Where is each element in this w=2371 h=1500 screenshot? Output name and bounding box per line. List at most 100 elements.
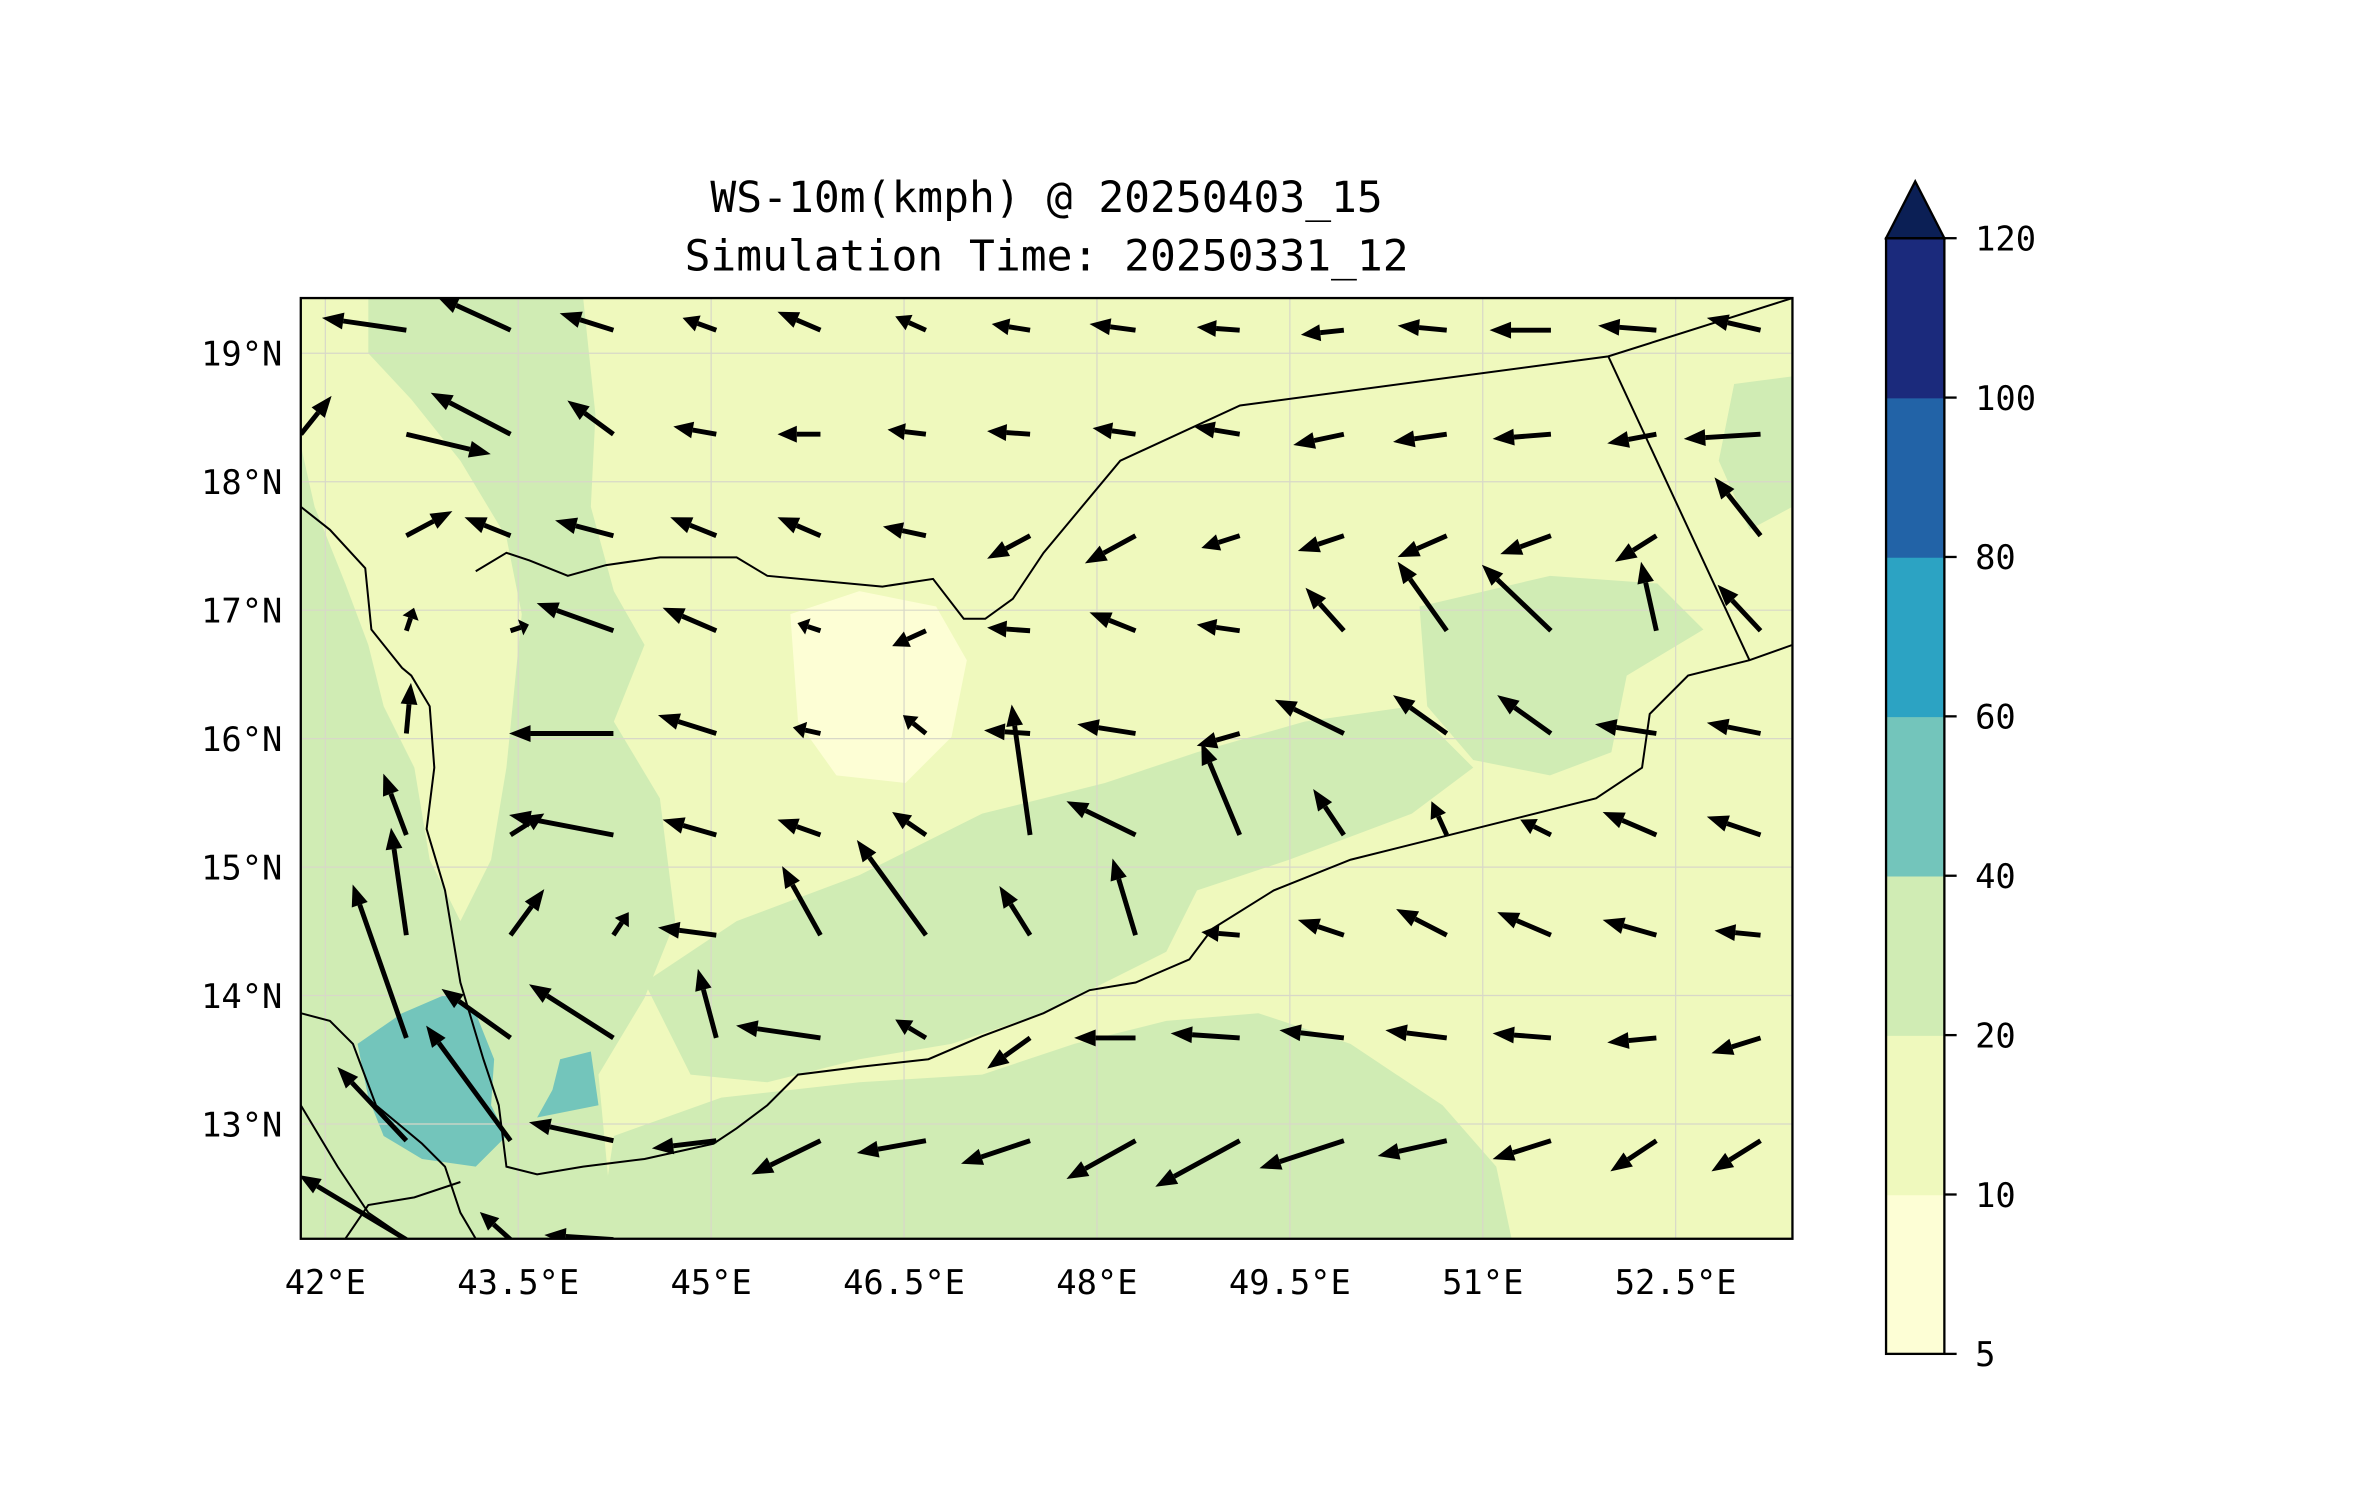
wind-arrow (405, 431, 491, 458)
wind-arrow (1481, 564, 1553, 633)
wind-arrow (856, 1138, 927, 1158)
wind-arrow (1706, 718, 1762, 736)
wind-arrow (670, 517, 718, 538)
gridlines (300, 298, 1793, 1239)
wind-arrow (1274, 699, 1345, 736)
wind-arrow (1201, 533, 1241, 551)
wind-arrow (529, 1118, 614, 1144)
wind-arrow (777, 311, 822, 333)
wind-arrow (1110, 858, 1138, 936)
wind-arrow (1077, 719, 1136, 736)
x-tick-label: 49.5°E (1229, 1263, 1351, 1302)
x-axis-ticks: 42°E 43.5°E 45°E 46.5°E 48°E 49.5°E 51°E 52.5°E (285, 1263, 1737, 1302)
colorbar-tick-label: 20 (1975, 1016, 2016, 1055)
red-sea-coast-east (300, 505, 1793, 1176)
wind-arrow (1297, 533, 1345, 553)
wind-arrow (662, 607, 718, 634)
colorbar-frame (1884, 237, 1946, 1356)
wind-arrow (1607, 431, 1657, 448)
contour-20-40-south-sea (598, 1013, 1512, 1239)
colorbar-segment (1886, 238, 1945, 399)
wind-arrow (892, 628, 927, 647)
wind-arrow (529, 984, 615, 1040)
plot-title-line1: WS-10m(kmph) @ 20250403_15 (710, 173, 1382, 223)
colorbar-extend-triangle (1884, 178, 1947, 240)
wind-arrow (657, 921, 717, 939)
wind-arrow (1714, 924, 1761, 942)
wind-arrow (509, 619, 529, 636)
wind-arrow (321, 312, 407, 333)
wind-arrow (961, 1138, 1031, 1165)
wind-arrow (1706, 314, 1762, 333)
wind-arrow (1293, 431, 1345, 449)
wind-arrow (736, 1020, 821, 1041)
wind-arrow (508, 889, 545, 937)
wind-arrow (1492, 1026, 1552, 1044)
map-area (300, 298, 1793, 1239)
contour-5-10-central (790, 591, 967, 783)
wind-arrow (695, 968, 719, 1039)
y-axis-ticks: 19°N 18°N 17°N 16°N 15°N 14°N 13°N (201, 335, 282, 1145)
wind-arrow (1497, 912, 1552, 938)
wind-arrow (902, 715, 928, 736)
wind-arrow (1006, 704, 1033, 836)
wind-arrow (1711, 1138, 1762, 1172)
wind-arrow (1714, 477, 1763, 538)
wind-arrow (1397, 319, 1447, 336)
wind-arrow (441, 988, 512, 1040)
y-tick-label: 15°N (201, 848, 282, 887)
x-tick-label: 51°E (1442, 1263, 1523, 1302)
wind-arrow (987, 620, 1031, 638)
x-tick-label: 52.5°E (1615, 1263, 1737, 1302)
wind-arrow (1385, 1024, 1448, 1042)
contour-20-40-northeast (1718, 376, 1793, 530)
colorbar-tick-label: 100 (1975, 379, 2036, 418)
wind-arrow (856, 840, 928, 937)
wind-arrow (1196, 320, 1240, 337)
wind-arrow (402, 607, 419, 632)
contour-20-40-central (644, 706, 1474, 1083)
wind-arrow (777, 425, 821, 443)
x-tick-label: 46.5°E (843, 1263, 965, 1302)
wind-arrow (430, 392, 512, 437)
colorbar-tick-label: 5 (1975, 1335, 1995, 1374)
wind-arrow (1066, 801, 1137, 838)
wind-arrow (987, 533, 1032, 559)
colorbar-segment (1886, 875, 1945, 1036)
wind-arrow (1305, 587, 1346, 633)
wind-arrow (1377, 1138, 1448, 1160)
wind-arrow (1297, 918, 1345, 938)
y-tick-label: 13°N (201, 1105, 282, 1144)
wind-arrow (1492, 1138, 1552, 1161)
y-tick-label: 14°N (201, 977, 282, 1016)
y-tick-label: 18°N (201, 463, 282, 502)
wind-arrow (1201, 925, 1240, 942)
wind-arrow (1092, 422, 1136, 440)
wind-arrow (792, 721, 821, 739)
wind-arrow (400, 682, 418, 734)
wind-arrow (1520, 818, 1553, 838)
wind-arrow (1084, 533, 1137, 564)
contour-20-40-east (1419, 575, 1704, 776)
wind-arrow (1602, 811, 1658, 838)
colorbar-tick-label: 40 (1975, 857, 2016, 896)
wind-arrow (1711, 1035, 1762, 1055)
colorbar: 5 10 20 40 60 80 100 120 (1884, 178, 2036, 1374)
red-sea-coast-west (300, 1012, 477, 1239)
wind-arrow (1279, 1024, 1345, 1042)
wind-arrow (1489, 321, 1551, 339)
wind-arrow (987, 424, 1031, 441)
wind-arrow (882, 522, 927, 539)
wind-arrow (1170, 1026, 1240, 1044)
wind-arrow (895, 314, 927, 333)
wind-arrow (509, 810, 614, 838)
wind-arrow (1598, 318, 1657, 336)
wind-vectors (300, 298, 1763, 1239)
wind-arrow (1074, 1029, 1136, 1047)
wind-arrow (438, 298, 512, 333)
wind-arrow (1313, 788, 1346, 837)
oman-border (1607, 355, 1751, 661)
wind-arrow (1717, 584, 1763, 633)
colorbar-segment (1886, 556, 1945, 718)
wind-arrow (1193, 421, 1241, 439)
